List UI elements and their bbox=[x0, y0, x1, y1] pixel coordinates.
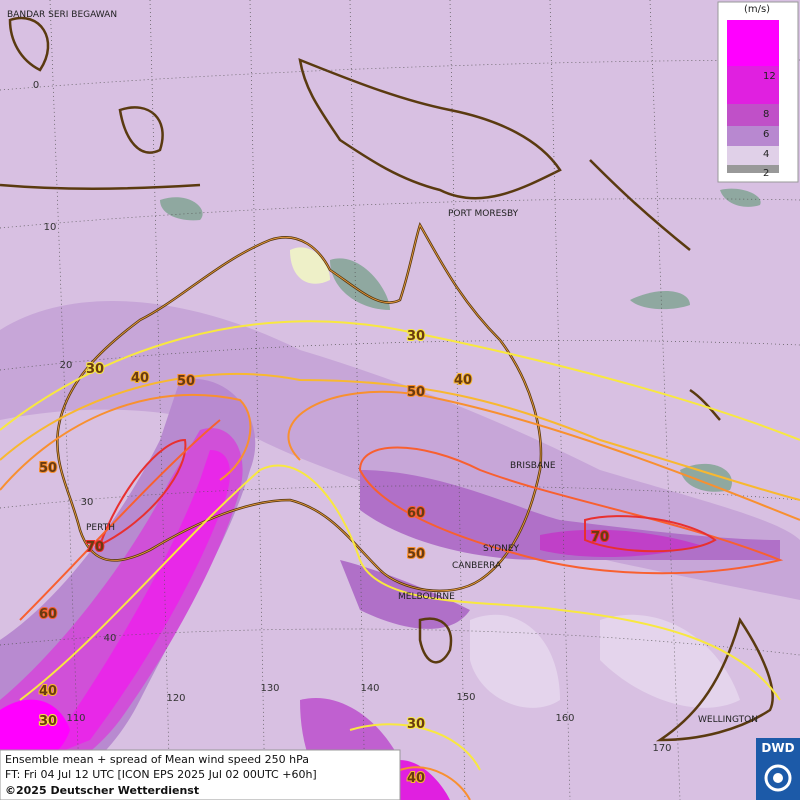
contour-label: 40 bbox=[131, 371, 149, 386]
contour-label: 40 bbox=[39, 684, 57, 699]
contour-label: 30 bbox=[86, 362, 104, 377]
latitude-label: 10 bbox=[44, 222, 57, 233]
contour-label: 60 bbox=[39, 607, 57, 622]
legend-label: 2 bbox=[763, 168, 769, 179]
legend-swatch bbox=[727, 165, 779, 173]
contour-label: 30 bbox=[407, 329, 425, 344]
contour-label: 50 bbox=[177, 374, 195, 389]
contour-label: 30 bbox=[39, 714, 57, 729]
isotachs bbox=[0, 320, 800, 800]
labels: BANDAR SERI BEGAWAN PORT MORESBY BRISBANE P… bbox=[7, 10, 758, 787]
city-label: MELBOURNE bbox=[398, 592, 455, 602]
city-label: BRISBANE bbox=[510, 461, 556, 471]
contour-label: 40 bbox=[407, 771, 425, 786]
city-label: SYDNEY bbox=[483, 544, 520, 554]
contour-label: 50 bbox=[39, 461, 57, 476]
logo-text: DWD bbox=[761, 741, 794, 755]
city-label: WELLINGTON bbox=[698, 715, 758, 725]
legend-label: 8 bbox=[763, 109, 769, 120]
longitude-label: 170 bbox=[652, 743, 671, 754]
longitude-label: 150 bbox=[456, 692, 475, 703]
contour-label: 50 bbox=[407, 547, 425, 562]
legend-swatch bbox=[727, 146, 779, 165]
contour-label: 50 bbox=[407, 385, 425, 400]
legend-swatch bbox=[727, 126, 779, 146]
caption: Ensemble mean + spread of Mean wind spee… bbox=[0, 749, 401, 800]
legend-label: 12 bbox=[763, 71, 776, 82]
contour-label: 70 bbox=[86, 540, 104, 555]
caption-line: FT: Fri 04 Jul 12 UTC [ICON EPS 2025 Jul… bbox=[5, 768, 317, 781]
legend-swatch bbox=[727, 66, 779, 104]
city-label: PORT MORESBY bbox=[448, 209, 519, 219]
coastlines-inner bbox=[56, 224, 542, 592]
legend-label: 6 bbox=[763, 129, 769, 140]
city-label: CANBERRA bbox=[452, 561, 502, 571]
latitude-label: 30 bbox=[81, 497, 94, 508]
contour-label: 60 bbox=[407, 506, 425, 521]
legend: (m/s) 12 8 6 4 2 bbox=[717, 1, 799, 183]
logo-icon bbox=[764, 764, 792, 792]
caption-line: ©2025 Deutscher Wetterdienst bbox=[5, 784, 199, 797]
contour-label: 30 bbox=[407, 717, 425, 732]
longitude-label: 130 bbox=[260, 683, 279, 694]
contour-label: 40 bbox=[454, 373, 472, 388]
caption-line: Ensemble mean + spread of Mean wind spee… bbox=[5, 753, 309, 766]
caption-box bbox=[0, 749, 401, 800]
logo-icon bbox=[773, 773, 783, 783]
legend-unit: (m/s) bbox=[744, 4, 770, 15]
legend-label: 4 bbox=[763, 149, 769, 160]
legend-swatch bbox=[727, 20, 779, 66]
legend-swatch bbox=[727, 104, 779, 126]
city-label: PERTH bbox=[86, 523, 115, 533]
logo: DWD bbox=[756, 738, 800, 800]
latitude-label: 20 bbox=[60, 360, 73, 371]
contour-label: 70 bbox=[591, 530, 609, 545]
longitude-label: 160 bbox=[555, 713, 574, 724]
longitude-label: 120 bbox=[166, 693, 185, 704]
city-label: BANDAR SERI BEGAWAN bbox=[7, 10, 117, 20]
longitude-label: 110 bbox=[66, 713, 85, 724]
latitude-label: 40 bbox=[104, 633, 117, 644]
longitude-label: 140 bbox=[360, 683, 379, 694]
latitude-label: 0 bbox=[33, 80, 39, 91]
